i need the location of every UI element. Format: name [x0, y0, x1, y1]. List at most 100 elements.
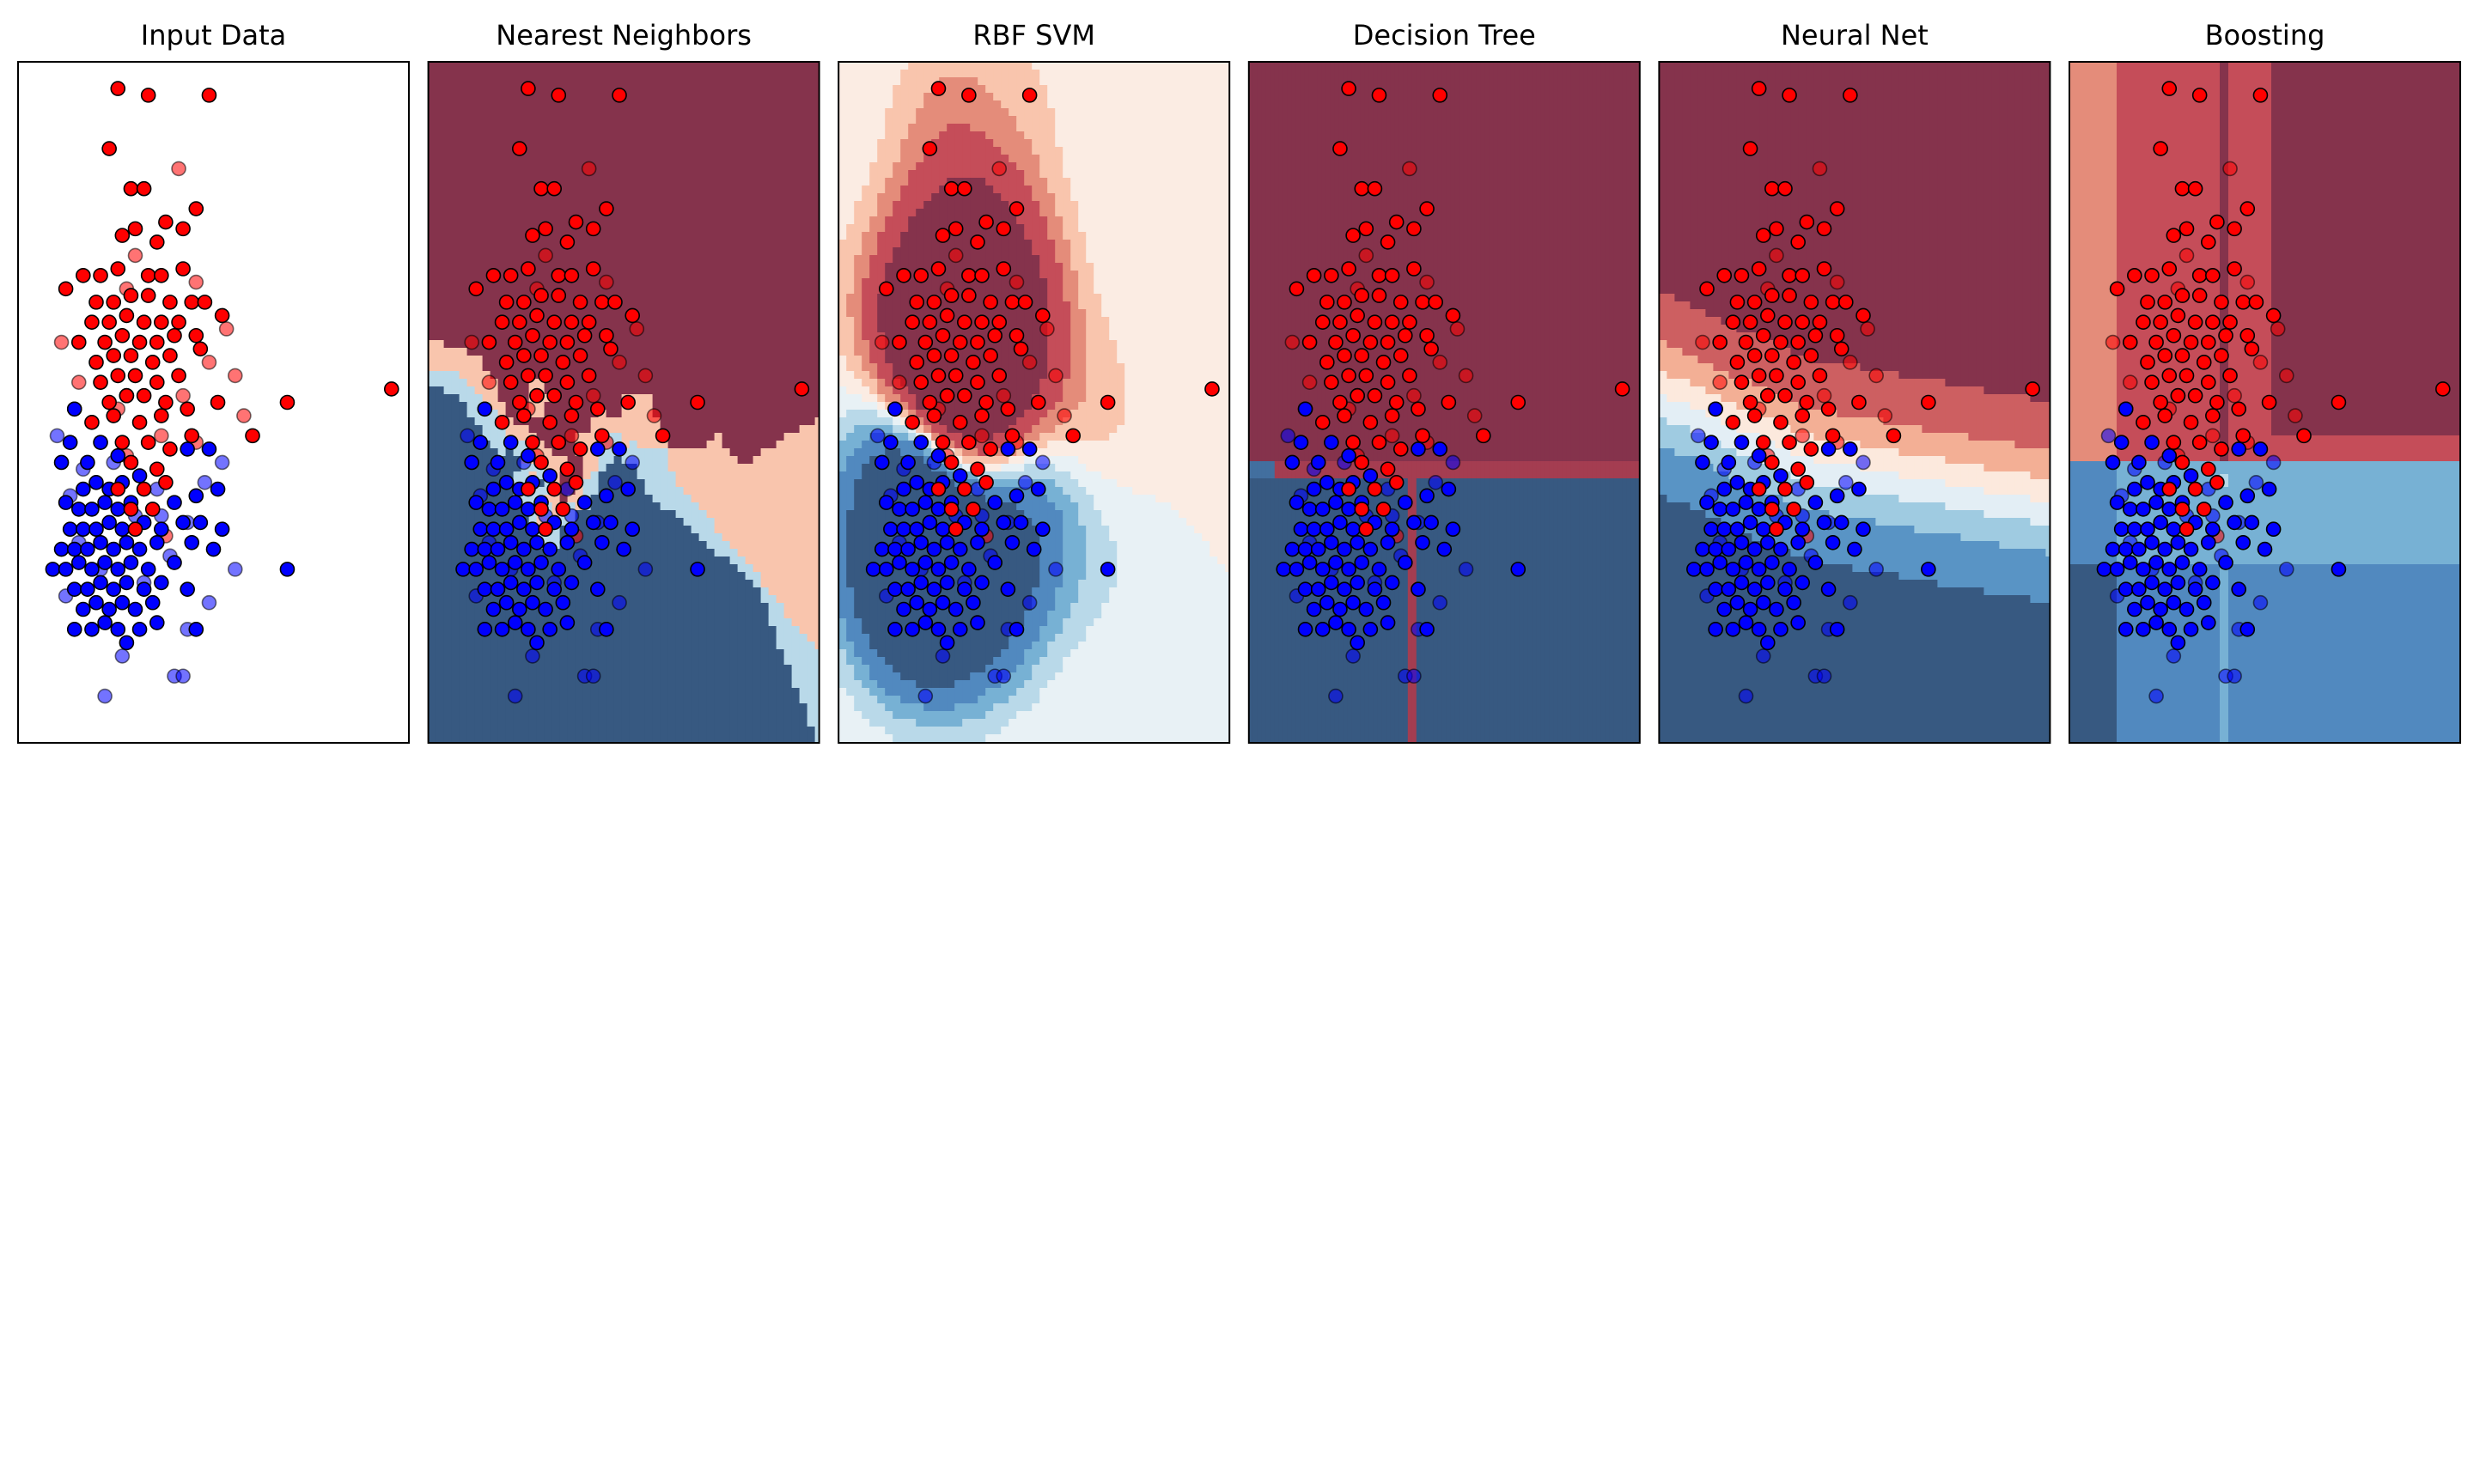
- train-point-class-0: [542, 541, 558, 557]
- surface-cell: [497, 379, 507, 387]
- surface-cell: [683, 696, 692, 704]
- train-point-class-1: [594, 295, 610, 310]
- surface-cell: [846, 70, 855, 78]
- surface-cell: [1063, 62, 1071, 70]
- train-point-class-1: [136, 387, 152, 404]
- surface-cell: [613, 487, 623, 496]
- surface-cell: [768, 363, 777, 372]
- surface-cell: [505, 727, 515, 735]
- surface-cell: [536, 232, 545, 240]
- surface-cell: [490, 216, 499, 225]
- surface-cell: [613, 394, 623, 403]
- surface-cell: [428, 549, 437, 557]
- surface-cell: [590, 564, 600, 573]
- surface-cell: [551, 224, 561, 233]
- surface-cell: [768, 309, 777, 318]
- surface-cell: [466, 162, 476, 171]
- surface-cell: [505, 93, 515, 101]
- surface-cell: [799, 703, 808, 712]
- surface-cell: [652, 356, 661, 364]
- surface-cell: [436, 541, 445, 550]
- surface-cell: [760, 580, 770, 588]
- surface-cell: [637, 502, 646, 511]
- surface-cell: [629, 688, 638, 696]
- surface-cell: [791, 611, 801, 619]
- train-point-class-1: [279, 394, 296, 411]
- surface-cell: [551, 556, 561, 565]
- surface-cell: [513, 170, 522, 179]
- surface-cell: [590, 487, 600, 496]
- surface-cell: [799, 301, 808, 310]
- surface-cell: [613, 186, 623, 194]
- surface-cell: [644, 672, 654, 681]
- surface-cell: [791, 564, 801, 573]
- surface-cell: [490, 131, 499, 140]
- surface-cell: [551, 410, 561, 418]
- surface-cell: [652, 688, 661, 696]
- surface-cell: [637, 649, 646, 658]
- surface-cell: [768, 286, 777, 295]
- surface-cell: [652, 642, 661, 650]
- surface-cell: [637, 209, 646, 217]
- surface-cell: [606, 394, 615, 403]
- surface-cell: [753, 363, 762, 372]
- surface-cell: [667, 719, 677, 727]
- train-point-class-1: [516, 348, 532, 363]
- surface-cell: [474, 471, 484, 480]
- surface-cell: [660, 696, 669, 704]
- surface-cell: [513, 386, 522, 395]
- surface-cell: [637, 533, 646, 542]
- surface-cell: [436, 680, 445, 689]
- surface-cell: [505, 348, 515, 356]
- surface-cell: [660, 603, 669, 611]
- surface-cell: [567, 556, 576, 565]
- surface-cell: [474, 193, 484, 202]
- surface-cell: [729, 278, 739, 287]
- train-point-class-1: [140, 435, 156, 450]
- surface-cell: [466, 85, 476, 94]
- surface-cell: [582, 124, 592, 132]
- surface-cell: [753, 224, 762, 233]
- surface-cell: [908, 62, 917, 70]
- surface-cell: [637, 85, 646, 94]
- surface-cell: [551, 734, 561, 743]
- surface-cell: [799, 541, 808, 550]
- surface-cell: [466, 510, 476, 519]
- surface-cell: [590, 116, 600, 125]
- surface-cell: [621, 70, 631, 78]
- surface-cell: [575, 727, 584, 735]
- surface-cell: [474, 124, 484, 132]
- surface-cell: [551, 371, 561, 380]
- surface-cell: [791, 178, 801, 186]
- surface-cell: [428, 286, 437, 295]
- surface-cell: [714, 711, 723, 720]
- surface-cell: [459, 448, 468, 457]
- surface-cell: [637, 688, 646, 696]
- train-point-class-1: [127, 368, 143, 384]
- surface-cell: [521, 162, 530, 171]
- surface-cell: [783, 379, 793, 387]
- surface-cell: [683, 502, 692, 511]
- surface-cell: [768, 394, 777, 403]
- surface-cell: [613, 247, 623, 256]
- surface-cell: [783, 564, 793, 573]
- surface-cell: [536, 131, 545, 140]
- surface-cell: [528, 703, 538, 712]
- surface-cell: [729, 479, 739, 488]
- surface-cell: [482, 518, 491, 526]
- surface-cell: [575, 410, 584, 418]
- surface-cell: [667, 518, 677, 526]
- surface-cell: [637, 433, 646, 441]
- surface-cell: [745, 549, 754, 557]
- train-point-class-1: [542, 334, 558, 350]
- surface-cell: [436, 224, 445, 233]
- surface-cell: [745, 62, 754, 70]
- train-point-class-1: [158, 214, 174, 230]
- train-point-class-0: [464, 454, 479, 471]
- surface-cell: [606, 124, 615, 132]
- surface-cell: [559, 162, 569, 171]
- surface-cell: [776, 162, 785, 171]
- surface-cell: [799, 317, 808, 325]
- surface-cell: [799, 510, 808, 519]
- surface-cell: [474, 116, 484, 125]
